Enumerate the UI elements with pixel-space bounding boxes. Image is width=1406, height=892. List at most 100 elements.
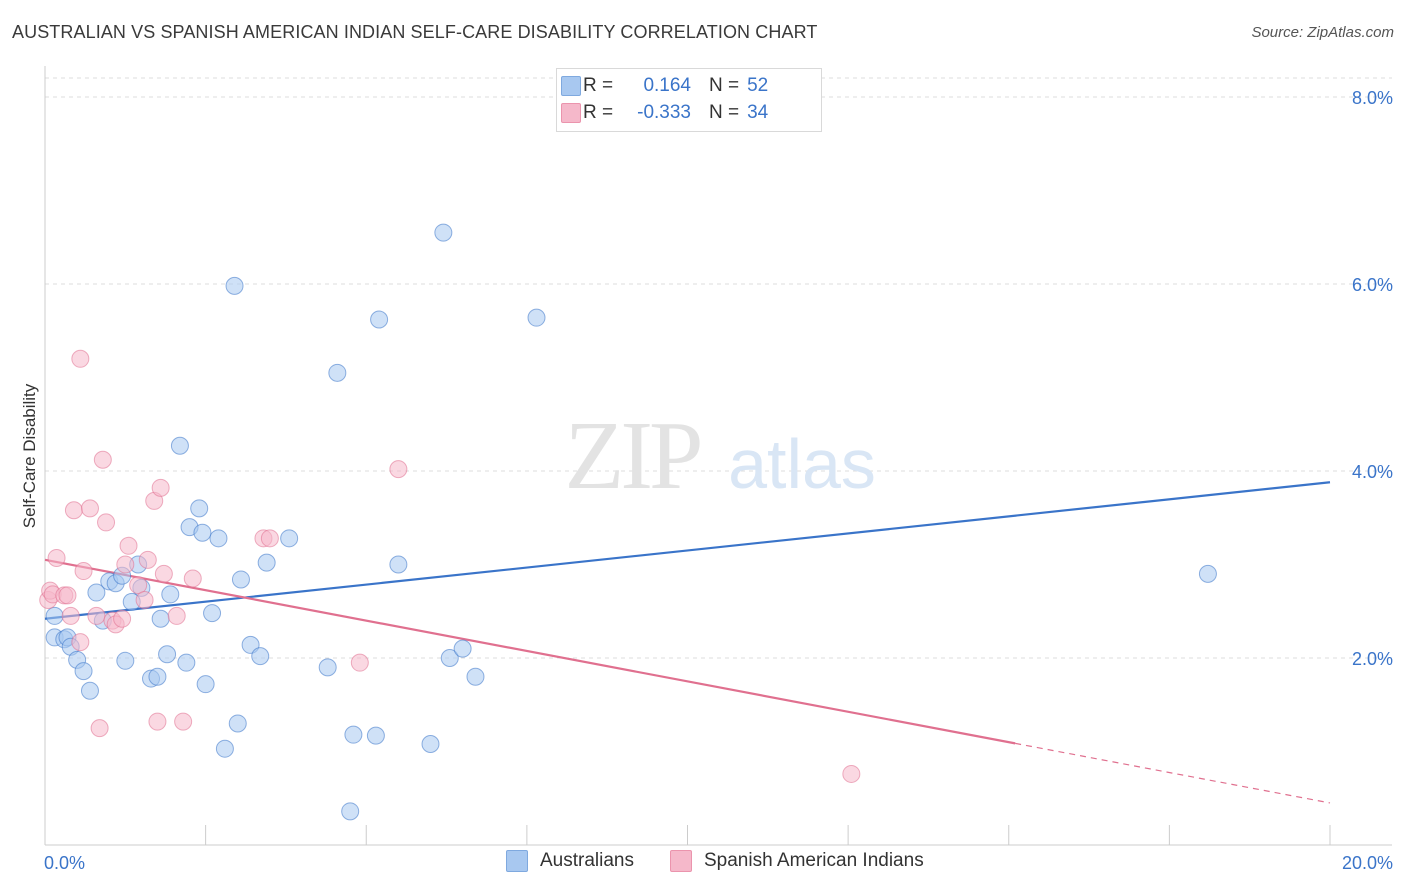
data-point-spanish-american-indians [350,653,369,672]
data-point-australians [453,639,472,658]
data-point-australians [116,651,135,670]
data-point-spanish-american-indians [119,536,138,555]
legend-n-value: 52 [747,75,769,96]
trend-line-0 [44,481,1331,620]
legend-row-australians: R = 0.164 N = 52 [561,73,769,99]
data-point-australians [225,276,244,295]
y-tick-label: 6.0% [1352,275,1393,295]
chart-title: AUSTRALIAN VS SPANISH AMERICAN INDIAN SE… [12,22,818,42]
legend-n-value: 34 [747,102,769,123]
data-point-spanish-american-indians [97,513,116,532]
source-label: Source: ZipAtlas.com [1251,24,1394,41]
data-point-australians [257,553,276,572]
data-point-spanish-american-indians [47,548,66,567]
data-point-australians [148,667,167,686]
data-point-australians [80,681,99,700]
data-point-spanish-american-indians [113,609,132,628]
data-point-spanish-american-indians [129,576,148,595]
data-point-australians [370,310,389,329]
watermark-atlas: atlas [728,425,876,503]
series-swatch-australians [506,850,528,872]
data-point-spanish-american-indians [71,633,90,652]
data-point-australians [158,645,177,664]
data-point-australians [74,662,93,681]
data-point-australians [87,583,106,602]
data-point-australians [466,667,485,686]
data-point-australians [341,802,360,821]
data-point-spanish-american-indians [74,562,93,581]
y-axis-label: Self-Care Disability [20,383,39,528]
series-label-australians: Australians [540,850,634,871]
data-point-australians [228,714,247,733]
data-point-australians [161,585,180,604]
data-point-australians [344,725,363,744]
data-point-australians [280,529,299,548]
data-point-spanish-american-indians [93,450,112,469]
data-point-spanish-american-indians [842,764,861,783]
legend-row-spanish-american-indians: R = -0.333 N = 34 [561,100,769,126]
data-point-australians [193,523,212,542]
data-point-australians [421,735,440,754]
trend-lines [44,481,1331,804]
data-point-australians [318,658,337,677]
trend-line-1 [44,558,1016,745]
watermark: ZIP atlas [565,402,876,510]
legend-swatch-spanish-american-indians [561,103,581,123]
legend: R = 0.164 N = 52 R = -0.333 N = 34 [556,68,822,132]
legend-r-label: R = [583,102,614,123]
data-point-australians [251,647,270,666]
data-point-spanish-american-indians [389,460,408,479]
data-point-spanish-american-indians [138,550,157,569]
data-point-spanish-american-indians [260,529,279,548]
legend-swatch-australians [561,76,581,96]
watermark-zip: ZIP [565,402,700,510]
legend-r-value: 0.164 [643,75,691,96]
data-point-spanish-american-indians [174,712,193,731]
data-point-australians [434,223,453,242]
data-point-australians [151,609,170,628]
data-point-spanish-american-indians [87,606,106,625]
data-point-australians [231,570,250,589]
grid-lines [45,77,1392,659]
data-point-australians [190,499,209,518]
data-point-spanish-american-indians [151,478,170,497]
data-point-australians [215,739,234,758]
data-point-australians [366,726,385,745]
data-point-spanish-american-indians [154,564,173,583]
y-tick-label: 4.0% [1352,462,1393,482]
series-legend-spanish-american-indians: Spanish American Indians [670,850,924,872]
trend-line-extension-1 [1015,742,1331,804]
data-point-spanish-american-indians [90,719,109,738]
axes [44,66,1392,846]
data-point-australians [328,363,347,382]
data-point-spanish-american-indians [167,606,186,625]
data-point-spanish-american-indians [80,499,99,518]
data-point-australians [1198,564,1217,583]
data-points [39,223,1217,821]
tick-labels: 2.0% 4.0% 6.0% 8.0% 0.0% 20.0% [44,88,1393,873]
data-point-australians [440,649,459,667]
data-point-spanish-american-indians [71,349,90,368]
data-point-australians [527,308,546,327]
data-point-spanish-american-indians [61,606,80,625]
series-legend-australians: Australians [506,850,634,872]
data-point-australians [203,604,222,623]
data-point-spanish-american-indians [58,586,77,605]
x-tick-label: 0.0% [44,853,85,873]
data-point-spanish-american-indians [135,591,154,610]
data-point-spanish-american-indians [116,555,135,574]
y-tick-label: 2.0% [1352,649,1393,669]
series-legend: Australians Spanish American Indians [0,850,1406,878]
legend-n-label: N = [709,75,740,96]
legend-r-label: R = [583,75,614,96]
x-tick-label: 20.0% [1342,853,1393,873]
data-point-australians [177,653,196,672]
data-point-spanish-american-indians [183,569,202,588]
data-point-spanish-american-indians [64,501,83,520]
data-point-australians [170,436,189,455]
data-point-australians [196,675,215,694]
series-swatch-spanish-american-indians [670,850,692,872]
legend-n-label: N = [709,102,740,123]
data-point-australians [389,555,408,574]
